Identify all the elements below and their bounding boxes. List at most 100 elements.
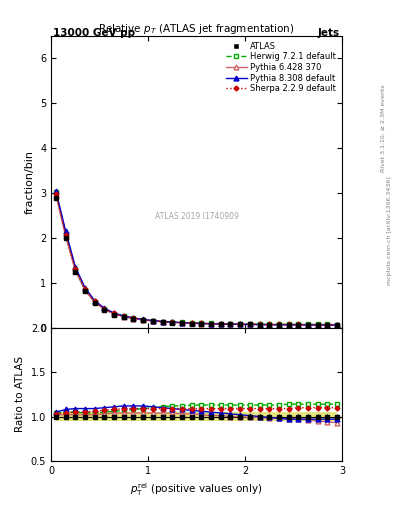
Pythia 8.308 default [160,318,165,325]
Pythia 6.428 370 [102,306,107,312]
Text: 13000 GeV pp: 13000 GeV pp [53,28,135,38]
Sherpa 2.2.9 default [199,321,204,327]
Herwig 7.2.1 default [335,322,340,328]
Pythia 6.428 370 [121,314,126,320]
Line: Herwig 7.2.1 default: Herwig 7.2.1 default [53,190,340,327]
Pythia 8.308 default [131,315,136,321]
Herwig 7.2.1 default [209,321,213,327]
Sherpa 2.2.9 default [238,321,242,327]
Pythia 8.308 default [296,322,301,328]
Pythia 6.428 370 [53,192,58,198]
Pythia 6.428 370 [189,321,194,327]
Sherpa 2.2.9 default [160,318,165,325]
Sherpa 2.2.9 default [219,321,223,327]
Pythia 8.308 default [306,322,310,328]
Pythia 6.428 370 [238,322,242,328]
Line: Pythia 8.308 default: Pythia 8.308 default [53,189,340,328]
Pythia 8.308 default [83,285,87,291]
Herwig 7.2.1 default [257,321,262,327]
Herwig 7.2.1 default [63,230,68,237]
Text: ATLAS 2019 I1740909: ATLAS 2019 I1740909 [154,212,239,222]
Pythia 6.428 370 [296,322,301,328]
Line: Pythia 6.428 370: Pythia 6.428 370 [53,193,340,328]
Pythia 8.308 default [53,188,58,194]
Pythia 8.308 default [151,317,155,324]
Pythia 8.308 default [219,321,223,327]
Pythia 8.308 default [170,319,174,325]
Pythia 8.308 default [238,321,242,327]
Herwig 7.2.1 default [219,321,223,327]
Herwig 7.2.1 default [277,321,281,327]
Pythia 8.308 default [335,322,340,328]
Pythia 6.428 370 [170,319,174,326]
Pythia 8.308 default [63,228,68,234]
Pythia 8.308 default [209,321,213,327]
Sherpa 2.2.9 default [180,319,184,326]
Pythia 6.428 370 [180,320,184,326]
Sherpa 2.2.9 default [277,322,281,328]
Sherpa 2.2.9 default [286,322,291,328]
Y-axis label: fraction/bin: fraction/bin [24,150,35,214]
Title: Relative $p_T$ (ATLAS jet fragmentation): Relative $p_T$ (ATLAS jet fragmentation) [98,22,295,36]
Herwig 7.2.1 default [73,266,78,272]
Herwig 7.2.1 default [151,317,155,324]
Text: Rivet 3.1.10, ≥ 2.3M events: Rivet 3.1.10, ≥ 2.3M events [381,84,386,172]
Pythia 8.308 default [180,319,184,326]
Text: Jets: Jets [318,28,340,38]
Line: Sherpa 2.2.9 default: Sherpa 2.2.9 default [54,192,339,326]
Sherpa 2.2.9 default [306,322,310,328]
Pythia 6.428 370 [63,233,68,240]
Herwig 7.2.1 default [131,315,136,322]
Sherpa 2.2.9 default [151,317,155,324]
Sherpa 2.2.9 default [102,306,107,312]
Herwig 7.2.1 default [267,321,272,327]
Pythia 8.308 default [267,322,272,328]
Sherpa 2.2.9 default [267,322,272,328]
Herwig 7.2.1 default [121,313,126,319]
Herwig 7.2.1 default [325,322,330,328]
Sherpa 2.2.9 default [325,322,330,328]
Sherpa 2.2.9 default [141,316,145,323]
Pythia 6.428 370 [73,268,78,274]
Pythia 8.308 default [189,320,194,326]
Pythia 8.308 default [286,322,291,328]
Sherpa 2.2.9 default [83,286,87,292]
Pythia 6.428 370 [160,319,165,325]
Pythia 6.428 370 [141,317,145,323]
Pythia 8.308 default [228,321,233,327]
Pythia 6.428 370 [209,321,213,327]
Herwig 7.2.1 default [102,306,107,312]
Sherpa 2.2.9 default [53,190,58,197]
Y-axis label: Ratio to ATLAS: Ratio to ATLAS [15,356,25,433]
Pythia 8.308 default [315,322,320,328]
Pythia 6.428 370 [199,321,204,327]
Herwig 7.2.1 default [248,321,252,327]
Pythia 8.308 default [277,322,281,328]
Herwig 7.2.1 default [315,322,320,328]
Herwig 7.2.1 default [306,322,310,328]
Herwig 7.2.1 default [199,320,204,326]
Herwig 7.2.1 default [180,319,184,326]
Pythia 6.428 370 [335,322,340,328]
Sherpa 2.2.9 default [228,321,233,327]
Pythia 6.428 370 [325,322,330,328]
Herwig 7.2.1 default [83,287,87,293]
Sherpa 2.2.9 default [209,321,213,327]
Sherpa 2.2.9 default [296,322,301,328]
Herwig 7.2.1 default [228,321,233,327]
Pythia 6.428 370 [267,322,272,328]
X-axis label: $p_{\mathrm{T}}^{\mathrm{rel}}$ (positive values only): $p_{\mathrm{T}}^{\mathrm{rel}}$ (positiv… [130,481,263,498]
Pythia 8.308 default [248,322,252,328]
Pythia 8.308 default [199,321,204,327]
Pythia 8.308 default [121,313,126,319]
Pythia 6.428 370 [92,299,97,305]
Pythia 6.428 370 [151,318,155,324]
Sherpa 2.2.9 default [315,322,320,328]
Herwig 7.2.1 default [92,298,97,305]
Sherpa 2.2.9 default [63,231,68,238]
Pythia 6.428 370 [286,322,291,328]
Pythia 6.428 370 [315,322,320,328]
Herwig 7.2.1 default [296,322,301,328]
Sherpa 2.2.9 default [257,321,262,327]
Herwig 7.2.1 default [160,318,165,325]
